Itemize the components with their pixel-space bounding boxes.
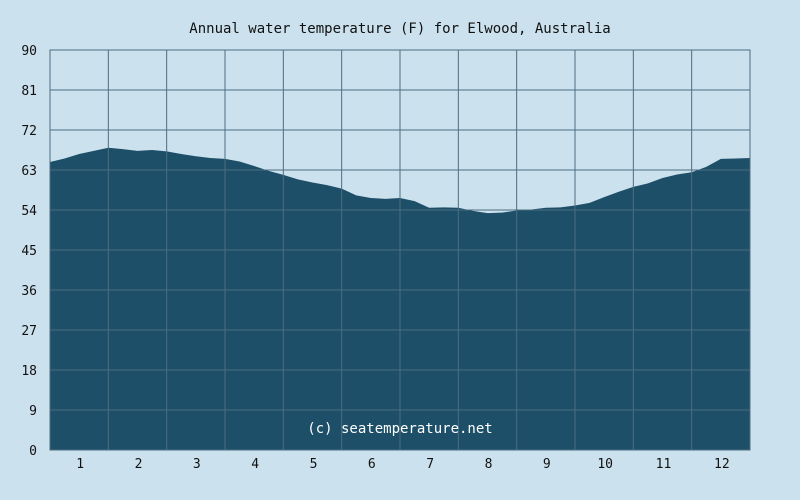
plot-frame — [49, 49, 751, 451]
x-tick-label: 6 — [368, 457, 376, 472]
copyright-credit: (c) seatemperature.net — [307, 421, 492, 437]
x-tick-label: 10 — [597, 457, 613, 472]
chart-title: Annual water temperature (F) for Elwood,… — [189, 21, 610, 37]
x-tick-label: 9 — [543, 457, 551, 472]
x-tick-label: 7 — [426, 457, 434, 472]
x-tick-label: 5 — [310, 457, 318, 472]
y-tick-label: 9 — [29, 404, 37, 419]
x-tick-label: 4 — [251, 457, 259, 472]
y-tick-label: 81 — [21, 84, 37, 99]
y-tick-label: 36 — [21, 284, 37, 299]
y-tick-label: 54 — [21, 204, 37, 219]
y-tick-label: 27 — [21, 324, 37, 339]
y-tick-label: 18 — [21, 364, 37, 379]
y-tick-label: 45 — [21, 244, 37, 259]
y-tick-label: 90 — [21, 44, 37, 59]
x-tick-label: 3 — [193, 457, 201, 472]
x-tick-label: 1 — [76, 457, 84, 472]
x-tick-label: 12 — [714, 457, 730, 472]
y-tick-label: 63 — [21, 164, 37, 179]
y-tick-label: 72 — [21, 124, 37, 139]
y-tick-label: 0 — [29, 444, 37, 459]
x-tick-label: 11 — [656, 457, 672, 472]
x-tick-label: 2 — [135, 457, 143, 472]
x-tick-label: 8 — [485, 457, 493, 472]
